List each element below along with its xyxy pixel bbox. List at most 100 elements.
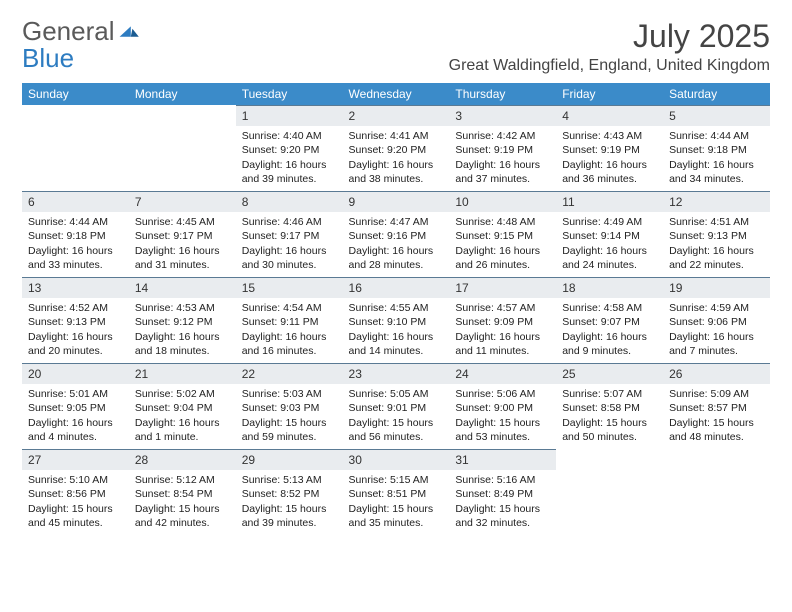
day-body: Sunrise: 4:59 AMSunset: 9:06 PMDaylight:…	[663, 298, 770, 362]
sunrise-line: Sunrise: 4:58 AM	[562, 301, 657, 315]
day-body: Sunrise: 5:16 AMSunset: 8:49 PMDaylight:…	[449, 470, 556, 534]
sunrise-line: Sunrise: 4:44 AM	[669, 129, 764, 143]
sunset-line: Sunset: 9:04 PM	[135, 401, 230, 415]
logo-icon	[118, 18, 142, 45]
sunset-line: Sunset: 8:51 PM	[349, 487, 444, 501]
day-number: 19	[663, 277, 770, 298]
day-number: 8	[236, 191, 343, 212]
day-body: Sunrise: 5:01 AMSunset: 9:05 PMDaylight:…	[22, 384, 129, 448]
sunset-line: Sunset: 9:12 PM	[135, 315, 230, 329]
daylight-line: Daylight: 16 hours and 4 minutes.	[28, 416, 123, 444]
day-number: 31	[449, 449, 556, 470]
weekday-header: Friday	[556, 83, 663, 105]
daylight-line: Daylight: 16 hours and 11 minutes.	[455, 330, 550, 358]
day-number: 30	[343, 449, 450, 470]
logo-word2: Blue	[22, 43, 74, 73]
sunset-line: Sunset: 8:52 PM	[242, 487, 337, 501]
day-cell: 17Sunrise: 4:57 AMSunset: 9:09 PMDayligh…	[449, 277, 556, 363]
day-number: 1	[236, 105, 343, 126]
day-number: 3	[449, 105, 556, 126]
sunset-line: Sunset: 8:57 PM	[669, 401, 764, 415]
empty-cell	[129, 105, 236, 191]
day-body: Sunrise: 5:10 AMSunset: 8:56 PMDaylight:…	[22, 470, 129, 534]
day-body: Sunrise: 4:58 AMSunset: 9:07 PMDaylight:…	[556, 298, 663, 362]
daylight-line: Daylight: 16 hours and 33 minutes.	[28, 244, 123, 272]
sunset-line: Sunset: 8:58 PM	[562, 401, 657, 415]
sunrise-line: Sunrise: 5:12 AM	[135, 473, 230, 487]
sunrise-line: Sunrise: 4:43 AM	[562, 129, 657, 143]
day-body: Sunrise: 4:49 AMSunset: 9:14 PMDaylight:…	[556, 212, 663, 276]
empty-cell	[22, 105, 129, 191]
day-cell: 2Sunrise: 4:41 AMSunset: 9:20 PMDaylight…	[343, 105, 450, 191]
daylight-line: Daylight: 16 hours and 26 minutes.	[455, 244, 550, 272]
sunset-line: Sunset: 9:17 PM	[135, 229, 230, 243]
day-cell: 31Sunrise: 5:16 AMSunset: 8:49 PMDayligh…	[449, 449, 556, 535]
day-cell: 9Sunrise: 4:47 AMSunset: 9:16 PMDaylight…	[343, 191, 450, 277]
day-number: 17	[449, 277, 556, 298]
day-cell: 15Sunrise: 4:54 AMSunset: 9:11 PMDayligh…	[236, 277, 343, 363]
calendar-row: 27Sunrise: 5:10 AMSunset: 8:56 PMDayligh…	[22, 449, 770, 535]
sunset-line: Sunset: 9:18 PM	[669, 143, 764, 157]
day-cell: 24Sunrise: 5:06 AMSunset: 9:00 PMDayligh…	[449, 363, 556, 449]
day-cell: 4Sunrise: 4:43 AMSunset: 9:19 PMDaylight…	[556, 105, 663, 191]
day-cell: 18Sunrise: 4:58 AMSunset: 9:07 PMDayligh…	[556, 277, 663, 363]
sunrise-line: Sunrise: 5:01 AM	[28, 387, 123, 401]
day-body: Sunrise: 5:06 AMSunset: 9:00 PMDaylight:…	[449, 384, 556, 448]
sunset-line: Sunset: 9:20 PM	[242, 143, 337, 157]
day-body: Sunrise: 5:09 AMSunset: 8:57 PMDaylight:…	[663, 384, 770, 448]
sunrise-line: Sunrise: 4:47 AM	[349, 215, 444, 229]
sunset-line: Sunset: 9:13 PM	[28, 315, 123, 329]
day-cell: 30Sunrise: 5:15 AMSunset: 8:51 PMDayligh…	[343, 449, 450, 535]
sunrise-line: Sunrise: 4:41 AM	[349, 129, 444, 143]
day-body: Sunrise: 4:53 AMSunset: 9:12 PMDaylight:…	[129, 298, 236, 362]
daylight-line: Daylight: 16 hours and 36 minutes.	[562, 158, 657, 186]
day-body: Sunrise: 5:15 AMSunset: 8:51 PMDaylight:…	[343, 470, 450, 534]
day-body: Sunrise: 4:55 AMSunset: 9:10 PMDaylight:…	[343, 298, 450, 362]
day-body: Sunrise: 4:42 AMSunset: 9:19 PMDaylight:…	[449, 126, 556, 190]
day-body: Sunrise: 5:05 AMSunset: 9:01 PMDaylight:…	[343, 384, 450, 448]
empty-cell	[663, 449, 770, 535]
daylight-line: Daylight: 16 hours and 9 minutes.	[562, 330, 657, 358]
day-cell: 12Sunrise: 4:51 AMSunset: 9:13 PMDayligh…	[663, 191, 770, 277]
day-number: 15	[236, 277, 343, 298]
daylight-line: Daylight: 16 hours and 28 minutes.	[349, 244, 444, 272]
logo: GeneralBlue	[22, 18, 142, 73]
day-number: 21	[129, 363, 236, 384]
calendar-body: 1Sunrise: 4:40 AMSunset: 9:20 PMDaylight…	[22, 105, 770, 535]
day-cell: 20Sunrise: 5:01 AMSunset: 9:05 PMDayligh…	[22, 363, 129, 449]
sunrise-line: Sunrise: 5:07 AM	[562, 387, 657, 401]
daylight-line: Daylight: 15 hours and 50 minutes.	[562, 416, 657, 444]
sunset-line: Sunset: 9:18 PM	[28, 229, 123, 243]
day-body: Sunrise: 4:51 AMSunset: 9:13 PMDaylight:…	[663, 212, 770, 276]
day-number: 5	[663, 105, 770, 126]
sunrise-line: Sunrise: 5:09 AM	[669, 387, 764, 401]
daylight-line: Daylight: 16 hours and 38 minutes.	[349, 158, 444, 186]
day-cell: 26Sunrise: 5:09 AMSunset: 8:57 PMDayligh…	[663, 363, 770, 449]
day-number: 28	[129, 449, 236, 470]
daylight-line: Daylight: 16 hours and 24 minutes.	[562, 244, 657, 272]
day-body: Sunrise: 4:43 AMSunset: 9:19 PMDaylight:…	[556, 126, 663, 190]
daylight-line: Daylight: 16 hours and 31 minutes.	[135, 244, 230, 272]
sunrise-line: Sunrise: 5:05 AM	[349, 387, 444, 401]
day-body: Sunrise: 4:52 AMSunset: 9:13 PMDaylight:…	[22, 298, 129, 362]
day-cell: 27Sunrise: 5:10 AMSunset: 8:56 PMDayligh…	[22, 449, 129, 535]
day-number: 4	[556, 105, 663, 126]
day-body: Sunrise: 4:47 AMSunset: 9:16 PMDaylight:…	[343, 212, 450, 276]
sunset-line: Sunset: 9:09 PM	[455, 315, 550, 329]
day-body: Sunrise: 4:48 AMSunset: 9:15 PMDaylight:…	[449, 212, 556, 276]
day-number: 14	[129, 277, 236, 298]
sunset-line: Sunset: 8:54 PM	[135, 487, 230, 501]
day-body: Sunrise: 4:57 AMSunset: 9:09 PMDaylight:…	[449, 298, 556, 362]
day-cell: 6Sunrise: 4:44 AMSunset: 9:18 PMDaylight…	[22, 191, 129, 277]
sunrise-line: Sunrise: 4:48 AM	[455, 215, 550, 229]
day-body: Sunrise: 5:07 AMSunset: 8:58 PMDaylight:…	[556, 384, 663, 448]
sunrise-line: Sunrise: 4:40 AM	[242, 129, 337, 143]
daylight-line: Daylight: 16 hours and 22 minutes.	[669, 244, 764, 272]
sunrise-line: Sunrise: 5:13 AM	[242, 473, 337, 487]
daylight-line: Daylight: 16 hours and 39 minutes.	[242, 158, 337, 186]
sunrise-line: Sunrise: 5:06 AM	[455, 387, 550, 401]
sunset-line: Sunset: 9:11 PM	[242, 315, 337, 329]
sunrise-line: Sunrise: 5:03 AM	[242, 387, 337, 401]
day-body: Sunrise: 4:40 AMSunset: 9:20 PMDaylight:…	[236, 126, 343, 190]
daylight-line: Daylight: 15 hours and 35 minutes.	[349, 502, 444, 530]
